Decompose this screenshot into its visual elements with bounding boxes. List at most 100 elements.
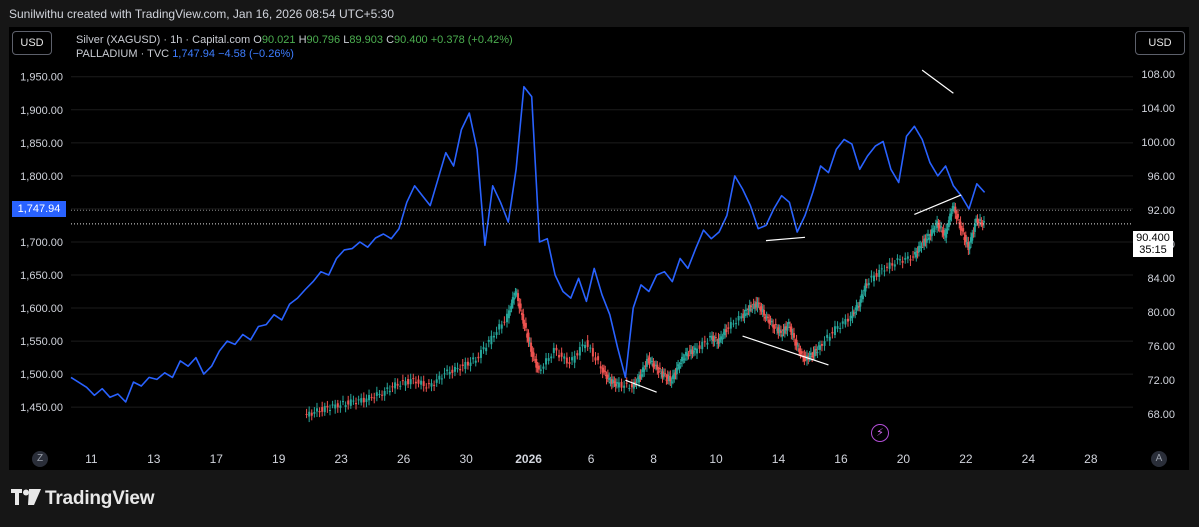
silver-candle-body (594, 357, 597, 361)
x-axis-tick-label: 23 (335, 452, 349, 466)
silver-candle-body (791, 333, 794, 335)
silver-candle-body (683, 358, 686, 360)
silver-candle-body (914, 251, 917, 255)
tradingview-logo-text: TradingView (45, 488, 155, 509)
silver-candle-body (694, 347, 697, 351)
auto-scale-button[interactable]: A (1151, 451, 1167, 467)
silver-candle-body (763, 309, 766, 316)
silver-candle-body (958, 222, 961, 224)
chart-svg[interactable]: 1,950.001,900.001,850.001,800.001,750.00… (9, 27, 1189, 470)
silver-candle-body (526, 333, 529, 338)
silver-candle-body (743, 313, 746, 318)
silver-candle-body (326, 405, 329, 408)
silver-candle-body (781, 334, 784, 337)
silver-candle-body (748, 305, 751, 312)
silver-candle-body (782, 329, 785, 331)
trendline-drawing (625, 379, 657, 393)
silver-candle-body (861, 295, 864, 300)
x-axis-tick-label: 6 (588, 452, 595, 466)
silver-candle-body (933, 230, 936, 233)
silver-candle-body (388, 390, 391, 393)
silver-candle-body (425, 387, 428, 389)
silver-candle-body (716, 342, 719, 344)
x-axis-tick-label: 8 (650, 452, 657, 466)
silver-candle-body (495, 332, 498, 335)
silver-candle-body (915, 253, 918, 258)
silver-candle-body (613, 381, 616, 384)
silver-candle-body (823, 341, 826, 346)
legend-palladium-row[interactable]: PALLADIUM · TVC 1,747.94 −4.58 (−0.26%) (76, 47, 513, 61)
right-axis-tick-label: 108.00 (1141, 69, 1175, 81)
silver-candle-body (794, 341, 797, 346)
silver-candle-body (443, 373, 446, 375)
silver-candle-body (527, 332, 530, 342)
silver-candle-body (742, 313, 745, 318)
silver-candle-body (966, 241, 969, 245)
silver-candle-body (456, 368, 459, 370)
silver-candle-body (682, 359, 685, 361)
silver-candle-body (620, 381, 623, 388)
x-axis-tick-label: 26 (397, 452, 411, 466)
silver-candle-body (625, 382, 628, 384)
silver-candle-body (673, 373, 676, 380)
silver-candle-body (576, 353, 579, 356)
silver-candle-body (946, 228, 949, 230)
right-axis-tick-label: 80.00 (1147, 307, 1175, 319)
silver-candle-body (746, 313, 749, 315)
silver-candle-body (779, 330, 782, 333)
silver-candle-body (732, 323, 735, 325)
silver-candle-body (373, 397, 376, 399)
zoom-reset-button[interactable]: Z (32, 451, 48, 467)
silver-candle-body (766, 317, 769, 319)
silver-candle-body (308, 411, 311, 417)
silver-candle-body (761, 309, 764, 313)
silver-candle-body (352, 400, 355, 402)
left-currency-button[interactable]: USD (12, 31, 52, 55)
silver-candle-body (760, 306, 763, 312)
silver-candle-body (932, 228, 935, 230)
right-currency-button[interactable]: USD (1135, 31, 1185, 55)
silver-candle-body (305, 413, 308, 415)
tradingview-logo[interactable]: TradingView (11, 488, 155, 510)
silver-candle-body (930, 229, 933, 236)
silver-candle-body (959, 221, 962, 231)
silver-candle-body (747, 308, 750, 311)
legend-silver-row[interactable]: Silver (XAGUSD) · 1h · Capital.com O90.0… (76, 33, 513, 47)
silver-candle-body (604, 371, 607, 373)
silver-candle-body (500, 324, 503, 329)
x-axis-tick-label: 19 (272, 452, 286, 466)
silver-candle-body (677, 364, 680, 367)
silver-candle-body (315, 408, 318, 412)
silver-candle-body (510, 303, 513, 309)
silver-candle-body (696, 348, 699, 354)
x-axis-tick-label: 14 (772, 452, 786, 466)
silver-candle-body (409, 379, 412, 385)
silver-candle-body (401, 380, 404, 382)
silver-candle-body (808, 355, 811, 359)
silver-candle-body (768, 319, 771, 324)
silver-candle-body (383, 390, 386, 396)
silver-candle-body (459, 369, 462, 371)
silver-candle-body (347, 400, 350, 405)
silver-candle-body (662, 373, 665, 377)
silver-candle-body (581, 344, 584, 347)
silver-candle-body (798, 348, 801, 352)
silver-candle-body (461, 364, 464, 367)
silver-candle-body (469, 362, 472, 366)
silver-candle-body (451, 369, 454, 373)
silver-candle-body (614, 383, 617, 387)
silver-candle-body (509, 310, 512, 312)
silver-candle-body (799, 350, 802, 355)
silver-candle-body (826, 334, 829, 338)
left-axis-tick-label: 1,800.00 (20, 171, 63, 183)
lightning-event-icon[interactable]: ⚡ (871, 424, 889, 442)
silver-candle-body (612, 379, 615, 384)
chart-canvas[interactable]: 1,950.001,900.001,850.001,800.001,750.00… (9, 27, 1189, 470)
silver-candle-body (615, 382, 618, 384)
silver-candle-body (755, 302, 758, 308)
silver-candle-body (980, 222, 983, 224)
silver-candle-body (811, 355, 814, 358)
silver-candle-body (313, 411, 316, 414)
silver-candle-body (735, 323, 738, 325)
silver-candle-body (601, 367, 604, 373)
